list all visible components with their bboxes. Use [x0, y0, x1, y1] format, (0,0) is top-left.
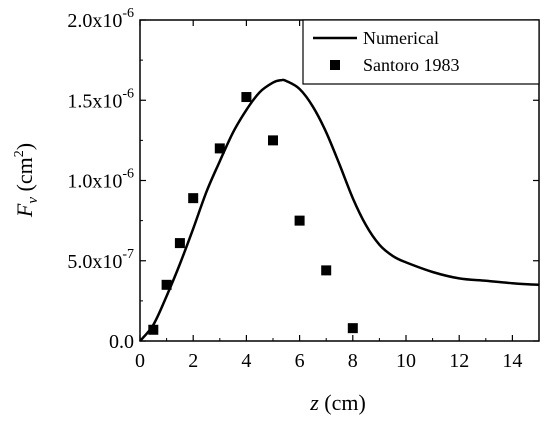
- santoro-data-point: [294, 215, 305, 226]
- x-tick-label: 12: [449, 350, 469, 372]
- y-axis-unit-open: (cm: [12, 157, 37, 197]
- y-axis-unit-close: ): [12, 143, 37, 150]
- y-tick-label: 1.0x10-6: [67, 167, 134, 193]
- y-axis-variable: F: [12, 203, 37, 218]
- x-axis-variable: z: [309, 390, 319, 415]
- y-axis-variable-subscript: v: [25, 197, 41, 204]
- santoro-data-point: [321, 265, 332, 276]
- x-tick-label: 6: [295, 350, 305, 372]
- santoro-data-point: [347, 323, 358, 334]
- x-tick-label: 2: [188, 350, 198, 372]
- santoro-data-point: [161, 279, 172, 290]
- y-tick-label: 1.5x10-6: [67, 86, 134, 112]
- legend-square-swatch: [330, 60, 340, 70]
- x-tick-label: 0: [135, 350, 145, 372]
- ticks-group: 0 2 4 6 8 10 12 14 0.0 5.0x10-7 1.0x10-6 1.5x10-6 2.…: [67, 6, 539, 372]
- x-axis-title: z (cm): [309, 390, 366, 415]
- santoro-data-point: [214, 143, 225, 154]
- y-tick-label: 5.0x10-7: [67, 247, 134, 273]
- x-tick-label: 8: [348, 350, 358, 372]
- legend-label-numerical: Numerical: [363, 28, 439, 48]
- santoro-data-point: [188, 193, 199, 204]
- santoro-data-point: [174, 238, 185, 249]
- legend-box: [302, 19, 540, 85]
- y-axis-unit-superscript: 2: [12, 150, 27, 157]
- legend: Numerical Santoro 1983: [302, 19, 540, 85]
- x-tick-label: 14: [502, 350, 522, 372]
- santoro-data-point: [148, 324, 159, 335]
- y-tick-label: 2.0x10-6: [67, 6, 134, 32]
- santoro-data-point: [241, 92, 252, 103]
- y-axis-title: Fv (cm2): [12, 143, 41, 218]
- santoro-data-point: [268, 135, 278, 146]
- series-group: [139, 78, 540, 342]
- numerical-line: [139, 78, 540, 342]
- x-tick-label: 4: [241, 350, 251, 372]
- y-tick-label: 0.0: [109, 331, 134, 353]
- legend-label-santoro: Santoro 1983: [363, 55, 460, 75]
- x-tick-label: 10: [396, 350, 416, 372]
- x-axis-unit: (cm): [319, 390, 366, 415]
